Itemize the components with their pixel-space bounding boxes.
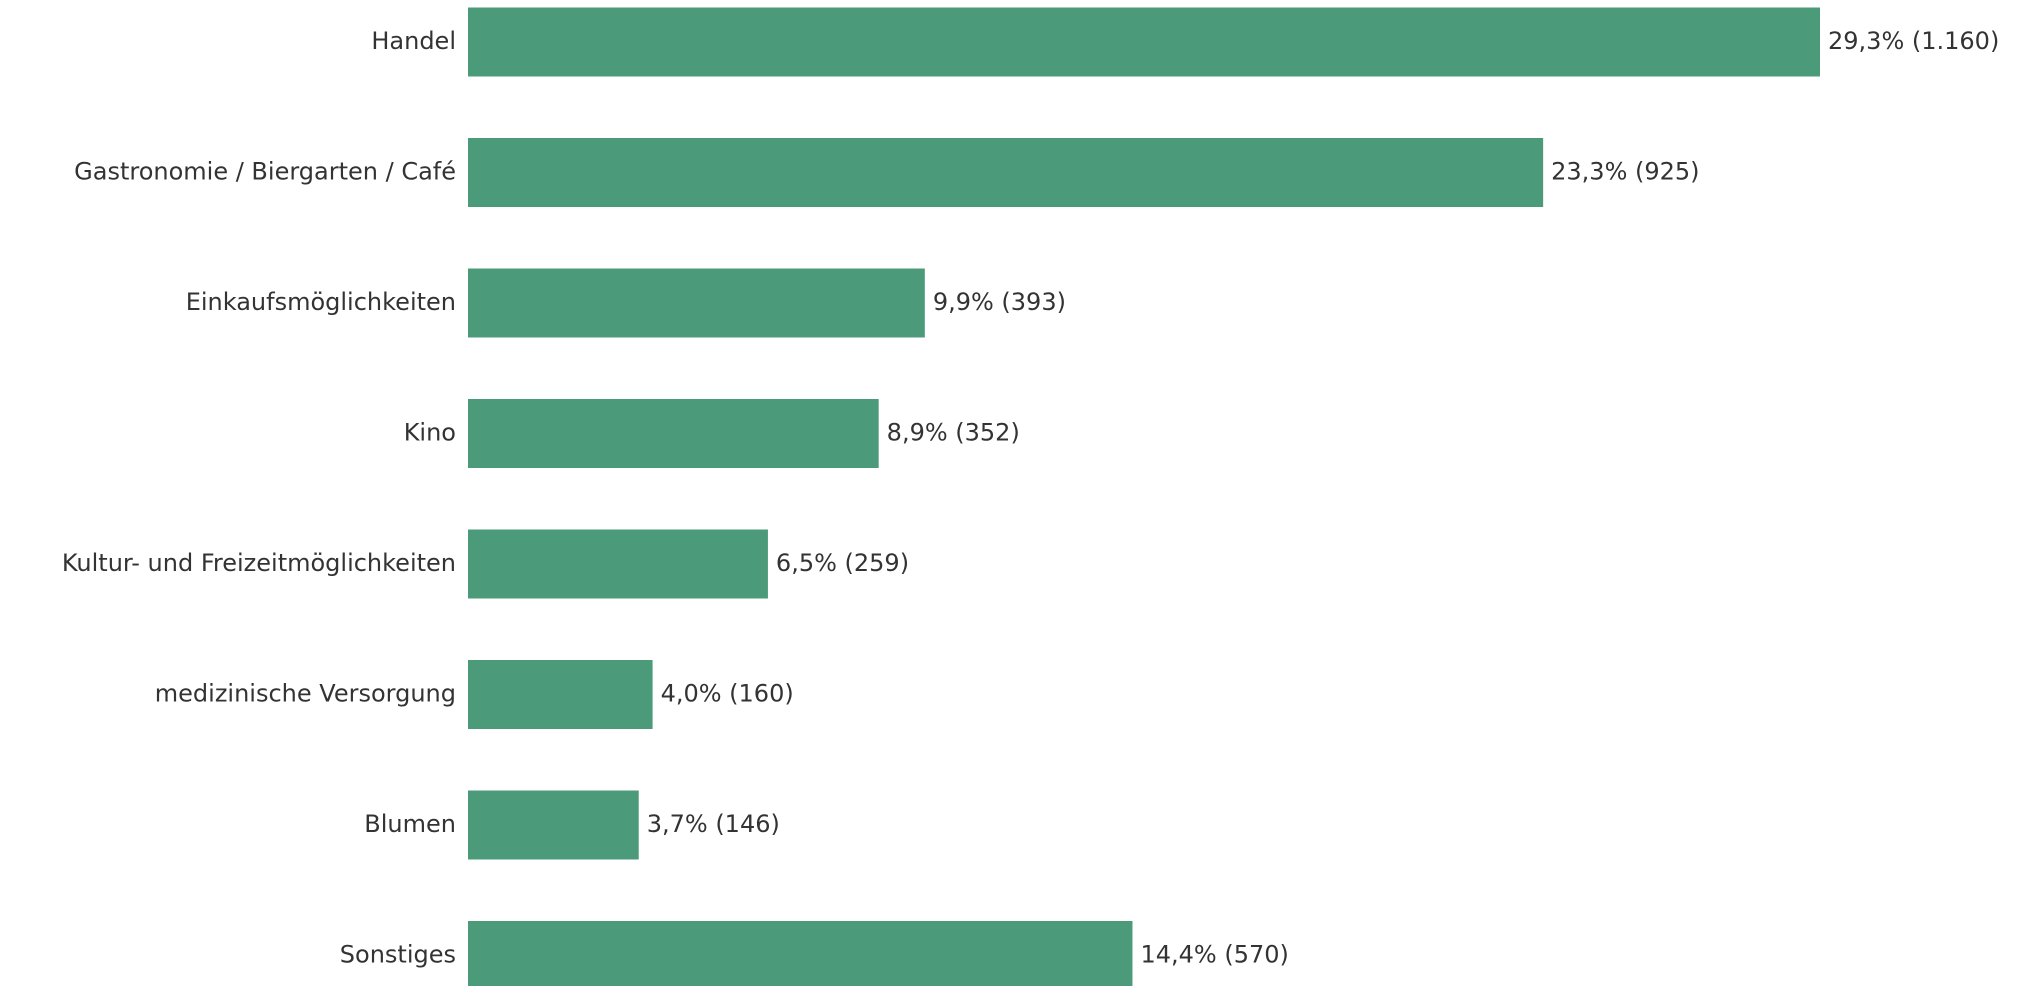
value-label: 6,5% (259) (776, 549, 909, 577)
category-label: Sonstiges (340, 941, 456, 969)
value-label: 23,3% (925) (1551, 158, 1699, 186)
category-label: Gastronomie / Biergarten / Café (74, 158, 456, 186)
value-label: 14,4% (570) (1140, 941, 1288, 969)
category-label: Einkaufsmöglichkeiten (186, 288, 456, 316)
bar (468, 7, 1820, 77)
category-label: Kino (404, 419, 456, 447)
value-label: 29,3% (1.160) (1828, 27, 1999, 55)
value-label: 9,9% (393) (933, 288, 1066, 316)
category-label: Handel (371, 27, 456, 55)
bar (468, 660, 653, 729)
value-label: 8,9% (352) (887, 419, 1020, 447)
bar (468, 790, 639, 860)
value-label: 3,7% (146) (647, 810, 780, 838)
bar (468, 268, 925, 338)
bar (468, 529, 768, 599)
bar (468, 138, 1544, 207)
bar (468, 921, 1133, 986)
bar (468, 399, 879, 468)
category-label: Kultur- und Freizeitmöglichkeiten (62, 549, 456, 577)
category-label: Blumen (364, 810, 456, 838)
value-label: 4,0% (160) (661, 680, 794, 708)
category-label: medizinische Versorgung (155, 680, 456, 708)
